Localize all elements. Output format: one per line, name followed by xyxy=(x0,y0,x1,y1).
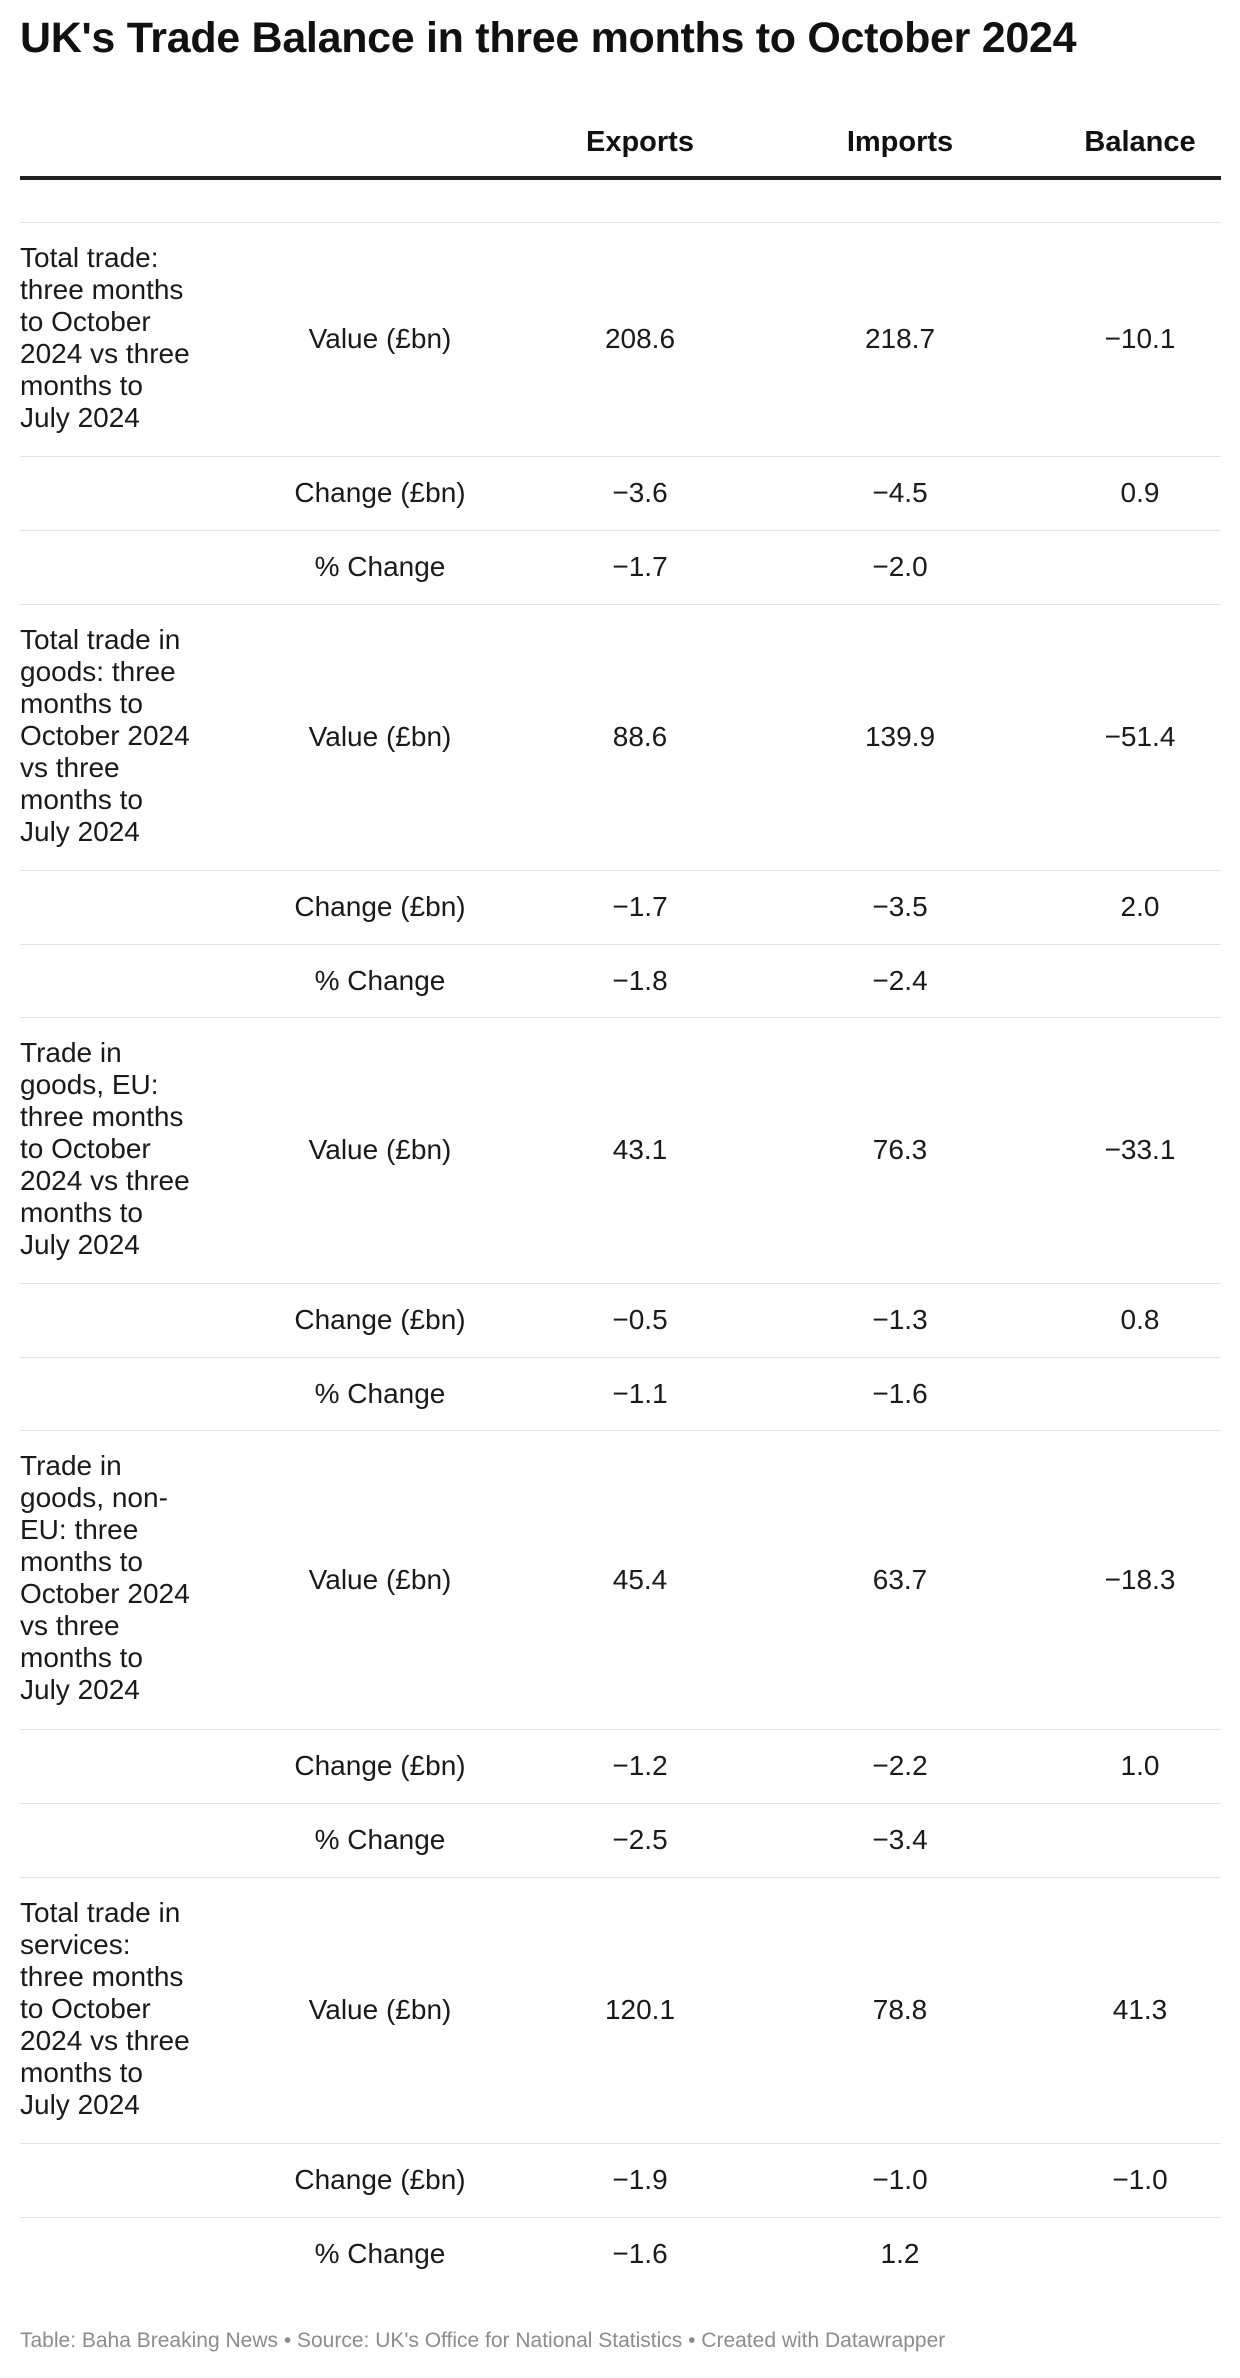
cell-imports: 139.9 xyxy=(864,721,936,752)
cell-exports: 120.1 xyxy=(604,1994,676,2025)
cell-balance: −1.0 xyxy=(1112,2164,1168,2195)
cell-imports: −2.0 xyxy=(872,551,928,582)
group-divider xyxy=(20,1877,1221,1878)
source-footer: Table: Baha Breaking News • Source: UK's… xyxy=(20,2329,946,2352)
cell-metric: Change (£bn) xyxy=(294,2164,466,2195)
cell-exports: −1.1 xyxy=(612,1378,668,1409)
cell-balance: −18.3 xyxy=(1104,1563,1176,1595)
cell-metric: Value (£bn) xyxy=(308,1994,452,2025)
column-header-exports: Exports xyxy=(586,126,694,158)
cell-metric: Change (£bn) xyxy=(294,1304,466,1335)
group-label: Total trade in goods: three months to Oc… xyxy=(20,624,190,847)
cell-imports: −2.4 xyxy=(872,965,928,996)
cell-imports: −3.5 xyxy=(872,891,928,922)
cell-metric: Change (£bn) xyxy=(294,477,466,508)
cell-metric: % Change xyxy=(314,1824,446,1855)
group-label: Trade in goods, non-EU: three months to … xyxy=(20,1450,190,1705)
cell-imports: 78.8 xyxy=(872,1994,928,2025)
cell-metric: Change (£bn) xyxy=(294,1750,466,1781)
cell-metric: % Change xyxy=(314,551,446,582)
row-divider xyxy=(20,2217,1221,2218)
cell-balance: 1.0 xyxy=(1120,1750,1160,1781)
column-header-balance: Balance xyxy=(1084,126,1196,158)
cell-exports: −3.6 xyxy=(612,477,668,508)
cell-metric: Value (£bn) xyxy=(308,1563,452,1595)
cell-imports: −4.5 xyxy=(872,477,928,508)
group-label: Trade in goods, EU: three months to Octo… xyxy=(20,1037,190,1260)
cell-imports: −1.0 xyxy=(872,2164,928,2195)
header-divider xyxy=(20,176,1221,180)
cell-balance: 0.8 xyxy=(1120,1304,1160,1335)
cell-metric: Value (£bn) xyxy=(308,323,452,354)
cell-metric: % Change xyxy=(314,965,446,996)
cell-exports: 208.6 xyxy=(604,323,676,354)
cell-balance: 0.9 xyxy=(1120,477,1160,508)
cell-exports: −1.6 xyxy=(612,2238,668,2269)
cell-imports: 218.7 xyxy=(864,323,936,354)
group-label: Total trade: three months to October 202… xyxy=(20,242,190,433)
cell-metric: % Change xyxy=(314,2238,446,2269)
column-header-imports: Imports xyxy=(846,126,954,158)
row-divider xyxy=(20,1729,1221,1730)
row-divider xyxy=(20,1357,1221,1358)
cell-exports: −1.2 xyxy=(612,1750,668,1781)
cell-exports: 45.4 xyxy=(612,1563,668,1595)
row-divider xyxy=(20,1803,1221,1804)
cell-balance: 41.3 xyxy=(1112,1994,1168,2025)
cell-exports: −1.8 xyxy=(612,965,668,996)
cell-imports: 63.7 xyxy=(872,1563,928,1595)
cell-imports: −3.4 xyxy=(872,1824,928,1855)
cell-imports: −1.6 xyxy=(872,1378,928,1409)
page-title: UK's Trade Balance in three months to Oc… xyxy=(20,14,1077,62)
cell-imports: −1.3 xyxy=(872,1304,928,1335)
row-divider xyxy=(20,944,1221,945)
cell-exports: 88.6 xyxy=(612,721,668,752)
row-divider xyxy=(20,1283,1221,1284)
cell-balance: −51.4 xyxy=(1104,721,1176,752)
cell-exports: −1.9 xyxy=(612,2164,668,2195)
cell-exports: −1.7 xyxy=(612,551,668,582)
cell-imports: 76.3 xyxy=(872,1134,928,1165)
cell-exports: −0.5 xyxy=(612,1304,668,1335)
row-divider xyxy=(20,870,1221,871)
cell-imports: −2.2 xyxy=(872,1750,928,1781)
cell-metric: Change (£bn) xyxy=(294,891,466,922)
group-label: Total trade in services: three months to… xyxy=(20,1897,190,2120)
group-divider xyxy=(20,604,1221,605)
cell-balance: −10.1 xyxy=(1104,323,1176,354)
group-divider xyxy=(20,1430,1221,1431)
row-divider xyxy=(20,2143,1221,2144)
cell-balance: −33.1 xyxy=(1104,1134,1176,1165)
cell-exports: 43.1 xyxy=(612,1134,668,1165)
cell-metric: Value (£bn) xyxy=(308,721,452,752)
cell-exports: −1.7 xyxy=(612,891,668,922)
cell-imports: 1.2 xyxy=(880,2238,920,2269)
group-divider xyxy=(20,222,1221,223)
cell-balance: 2.0 xyxy=(1120,891,1160,922)
row-divider xyxy=(20,530,1221,531)
row-divider xyxy=(20,456,1221,457)
cell-metric: % Change xyxy=(314,1378,446,1409)
group-divider xyxy=(20,1017,1221,1018)
cell-metric: Value (£bn) xyxy=(308,1134,452,1165)
cell-exports: −2.5 xyxy=(612,1824,668,1855)
